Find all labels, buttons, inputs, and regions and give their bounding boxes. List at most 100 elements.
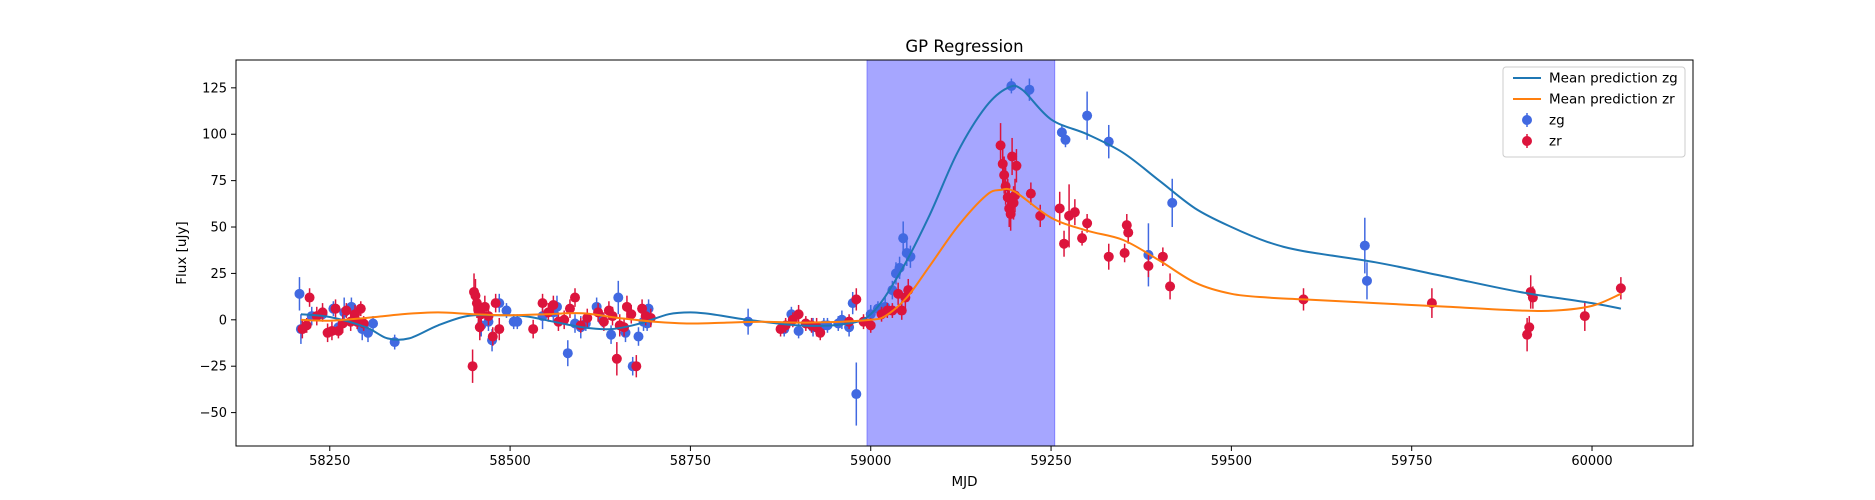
point-zg-48 (851, 389, 862, 400)
point-zr-48 (637, 303, 648, 314)
point-zr-29 (537, 298, 548, 309)
point-zr-45 (621, 301, 632, 312)
point-zr-70 (995, 140, 1006, 151)
point-zr-99 (1524, 322, 1535, 333)
point-zg-61 (1060, 134, 1071, 145)
point-zr-77 (1007, 151, 1018, 162)
point-zr-37 (582, 312, 593, 323)
point-zr-34 (564, 303, 575, 314)
point-zr-86 (1069, 207, 1080, 218)
point-zg-23 (562, 348, 573, 359)
legend: Mean prediction zg Mean prediction zr zg zr (1502, 66, 1686, 158)
point-zg-33 (633, 331, 644, 342)
point-zg-66 (1359, 240, 1370, 251)
point-zr-91 (1121, 220, 1132, 231)
point-zr-84 (1059, 238, 1070, 249)
axes-frame (235, 59, 1694, 447)
point-zr-83 (1054, 203, 1065, 214)
point-zr-25 (487, 331, 498, 342)
point-zr-42 (611, 353, 622, 364)
point-zr-46 (626, 309, 637, 320)
point-zr-28 (528, 324, 539, 335)
point-zr-92 (1123, 227, 1134, 238)
point-zr-21 (474, 322, 485, 333)
x-tick-label-58500: 58500 (489, 454, 530, 469)
y-tick-label-25: 25 (210, 267, 227, 282)
point-zg-55 (898, 233, 909, 244)
point-zr-95 (1165, 281, 1176, 292)
point-zg-19 (512, 316, 523, 327)
point-zr-16 (467, 361, 478, 372)
point-zr-89 (1103, 251, 1114, 262)
y-tick-label-100: 100 (202, 128, 227, 143)
y-tick-label--25: −25 (200, 360, 227, 375)
point-zr-41 (607, 311, 618, 322)
point-zg-0 (294, 288, 305, 299)
point-zg-60 (1056, 127, 1067, 138)
point-zr-80 (1011, 160, 1022, 171)
point-zg-65 (1167, 197, 1178, 208)
legend-marker-zr (1522, 136, 1532, 146)
x-tick-label-58750: 58750 (670, 454, 711, 469)
point-zg-30 (613, 292, 624, 303)
x-tick-label-59750: 59750 (1391, 454, 1432, 469)
legend-label-zg: zg (1549, 113, 1565, 129)
point-zr-54 (793, 309, 804, 320)
x-tick-label-59500: 59500 (1211, 454, 1252, 469)
point-zr-31 (548, 299, 559, 310)
point-zg-29 (606, 329, 617, 340)
series-line-mean-prediction-zr (300, 187, 1622, 325)
point-zr-60 (851, 294, 862, 305)
x-tick-label-58250: 58250 (309, 454, 350, 469)
x-tick-label-60000: 60000 (1571, 454, 1612, 469)
point-zr-47 (631, 361, 642, 372)
point-zr-1 (301, 320, 312, 331)
point-zr-10 (341, 305, 352, 316)
point-zg-67 (1361, 275, 1372, 286)
point-zr-62 (865, 320, 876, 331)
point-zr-103 (1615, 283, 1626, 294)
point-zr-90 (1119, 248, 1130, 258)
point-zg-40 (793, 325, 804, 336)
point-zg-17 (501, 305, 512, 316)
point-zr-23 (479, 301, 490, 312)
y-tick-label-50: 50 (210, 221, 227, 236)
point-zr-14 (355, 303, 366, 314)
point-zr-26 (490, 298, 501, 309)
legend-label-mean-prediction-zg: Mean prediction zg (1549, 71, 1678, 87)
point-zr-87 (1077, 233, 1088, 244)
y-tick-label--50: −50 (200, 406, 227, 421)
point-zr-78 (1008, 197, 1019, 208)
chart-title: GP Regression (905, 37, 1023, 56)
x-axis-label: MJD (951, 474, 977, 490)
point-zg-62 (1082, 110, 1093, 121)
point-zr-33 (559, 314, 570, 325)
legend-label-mean-prediction-zr: Mean prediction zr (1549, 92, 1675, 108)
point-zg-59 (1024, 84, 1035, 95)
y-tick-label-75: 75 (210, 174, 227, 189)
point-zr-72 (999, 170, 1010, 181)
point-zr-88 (1082, 218, 1093, 229)
point-zr-94 (1157, 251, 1168, 262)
point-zr-2 (304, 292, 315, 303)
point-zr-58 (815, 327, 826, 338)
legend-box (1502, 66, 1686, 158)
point-zr-39 (598, 316, 609, 327)
point-zr-67 (896, 305, 907, 316)
point-zr-8 (333, 325, 344, 336)
point-zr-27 (494, 324, 505, 335)
point-zg-11 (368, 318, 379, 329)
point-zr-93 (1143, 260, 1154, 271)
point-zr-7 (330, 303, 341, 314)
shaded-region (866, 59, 1056, 447)
point-zr-81 (1025, 188, 1036, 199)
point-zr-102 (1579, 311, 1590, 322)
y-tick-label-0: 0 (219, 313, 227, 328)
y-tick-label-125: 125 (202, 81, 227, 96)
x-tick-label-59250: 59250 (1030, 454, 1071, 469)
legend-marker-zg (1522, 115, 1532, 125)
point-zr-35 (570, 292, 581, 303)
legend-label-zr: zr (1549, 134, 1562, 150)
point-zr-71 (997, 158, 1008, 169)
